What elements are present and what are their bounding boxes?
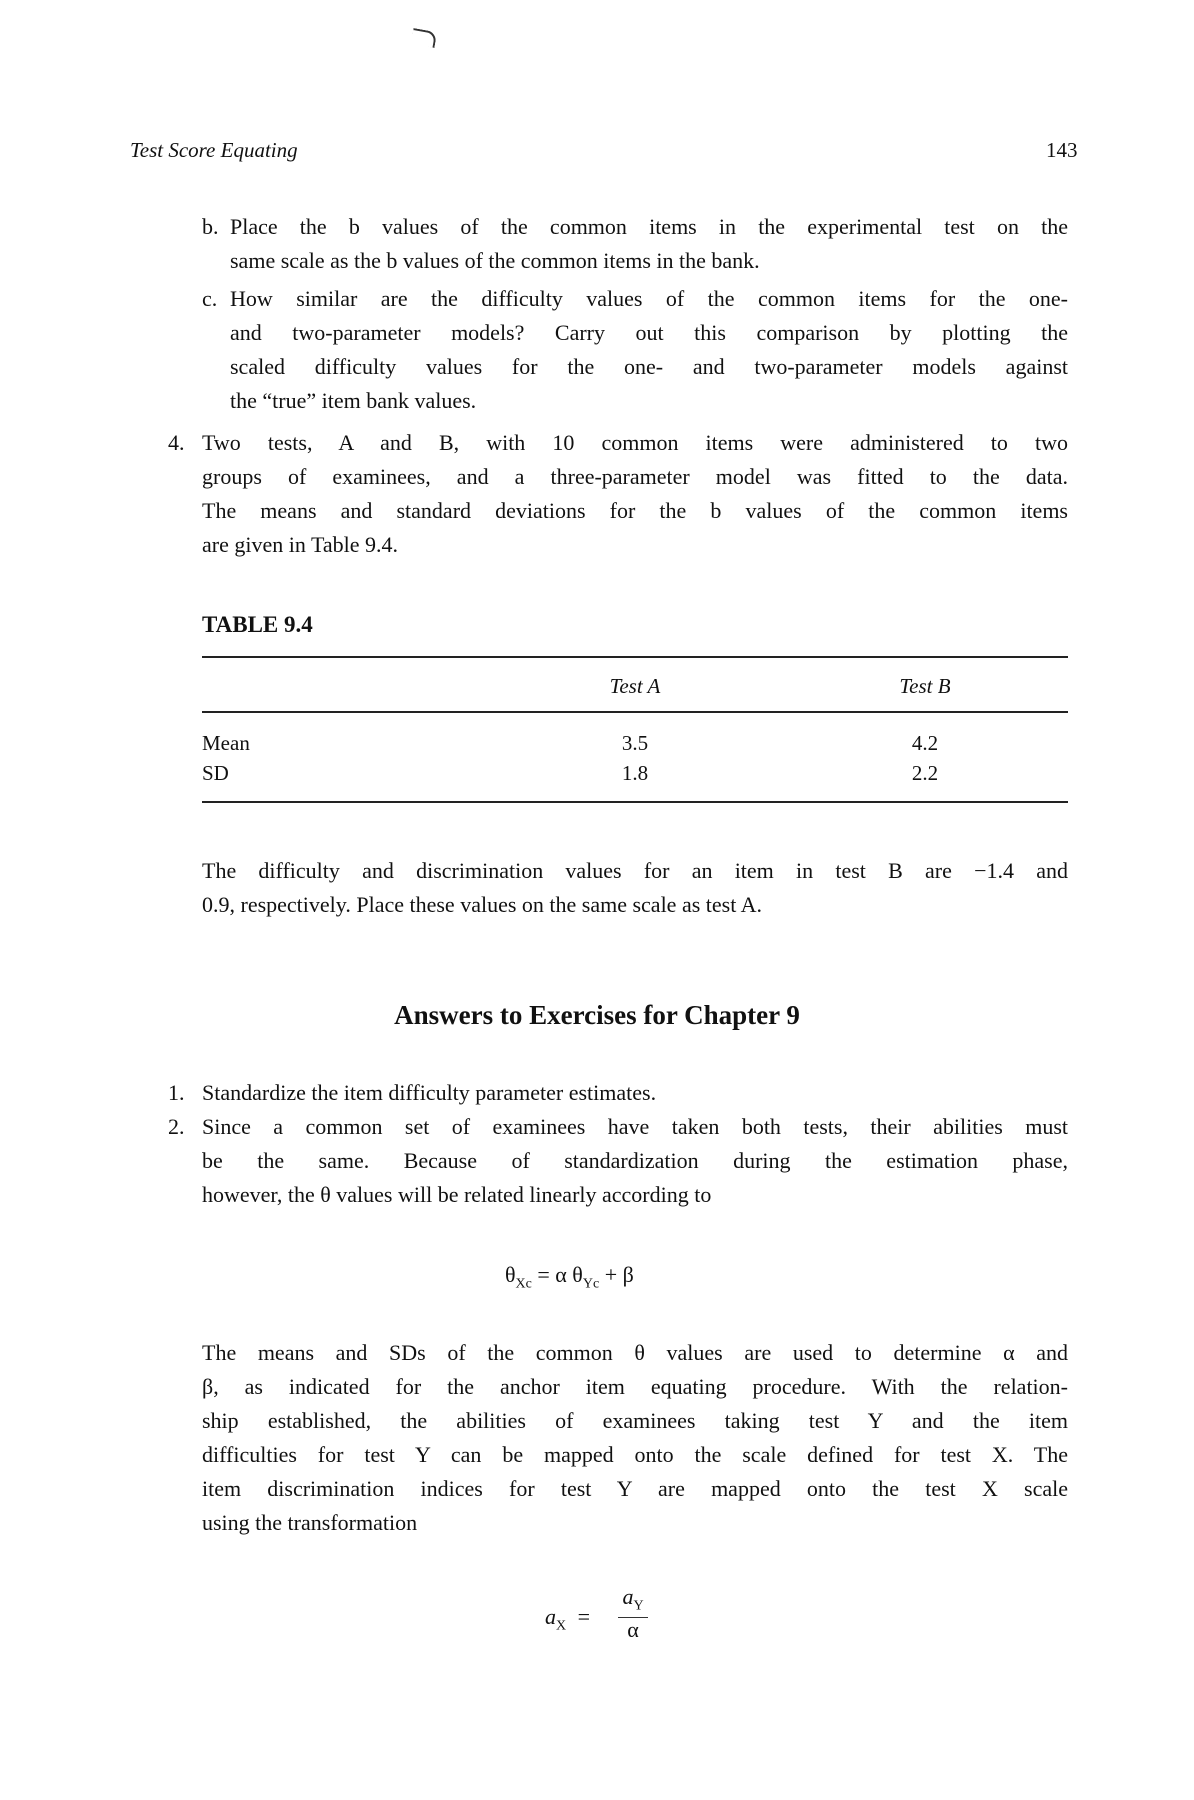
text-line: The difficulty and discrimination values… xyxy=(202,858,1068,883)
cell-mean-test-a: 3.5 xyxy=(621,731,649,755)
stray-pen-mark xyxy=(410,28,438,48)
text-line: difficulties for test Y can be mapped on… xyxy=(202,1442,1068,1467)
answer-1-label: 1. xyxy=(168,1080,185,1105)
column-header-test-a: Test A xyxy=(609,674,661,698)
eq2-numerator-sub: Y xyxy=(633,1598,644,1614)
table-title: TABLE 9.4 xyxy=(202,612,313,637)
item-b-label: b. xyxy=(202,214,219,239)
equation-discrimination: aX = xyxy=(545,1604,596,1634)
answer-2-label: 2. xyxy=(168,1114,185,1139)
text-line: item discrimination indices for test Y a… xyxy=(202,1476,1068,1501)
text-line: Standardize the item difficulty paramete… xyxy=(202,1080,657,1105)
text-line: Since a common set of examinees have tak… xyxy=(202,1114,1068,1139)
equation-theta-linear: θXc = α θYc + β xyxy=(505,1262,634,1292)
eq2-denominator: α xyxy=(627,1617,639,1643)
text-line: and two-parameter models? Carry out this… xyxy=(230,320,1068,345)
item-4-label: 4. xyxy=(168,430,185,455)
eq-rhs: + β xyxy=(599,1262,634,1287)
cell-sd-test-a: 1.8 xyxy=(621,761,649,785)
text-line: β, as indicated for the anchor item equa… xyxy=(202,1374,1068,1399)
text-line: using the transformation xyxy=(202,1510,418,1535)
running-title: Test Score Equating xyxy=(130,138,298,162)
text-line: however, the θ values will be related li… xyxy=(202,1182,712,1207)
text-line: The means and SDs of the common θ values… xyxy=(202,1340,1068,1365)
text-line: are given in Table 9.4. xyxy=(202,532,398,557)
text-line: The means and standard deviations for th… xyxy=(202,498,1068,523)
text-line: 0.9, respectively. Place these values on… xyxy=(202,892,763,917)
eq-mid-sub: Yc xyxy=(582,1276,600,1292)
eq2-lhs-sub: X xyxy=(556,1618,567,1634)
text-line: scaled difficulty values for the one- an… xyxy=(230,354,1068,379)
text-line: be the same. Because of standardization … xyxy=(202,1148,1068,1173)
row-label-mean: Mean xyxy=(202,731,250,755)
text-line: ship established, the abilities of exami… xyxy=(202,1408,1068,1433)
item-c-label: c. xyxy=(202,286,218,311)
section-heading: Answers to Exercises for Chapter 9 xyxy=(394,1000,800,1030)
row-label-sd: SD xyxy=(202,761,229,785)
text-line: groups of examinees, and a three-paramet… xyxy=(202,464,1068,489)
cell-sd-test-b: 2.2 xyxy=(911,761,939,785)
eq2-lhs: a xyxy=(545,1604,556,1629)
eq2-equals: = xyxy=(577,1604,591,1629)
eq2-fraction: aY α xyxy=(618,1586,648,1642)
eq-lhs: θ xyxy=(505,1262,516,1287)
text-line: Place the b values of the common items i… xyxy=(230,214,1068,239)
eq-mid: = α θ xyxy=(531,1262,583,1287)
text-line: same scale as the b values of the common… xyxy=(230,248,760,273)
text-line: Two tests, A and B, with 10 common items… xyxy=(202,430,1068,455)
text-line: How similar are the difficulty values of… xyxy=(230,286,1068,311)
eq-lhs-sub: Xc xyxy=(515,1276,532,1292)
column-header-test-b: Test B xyxy=(899,674,951,698)
page-number: 143 xyxy=(1046,138,1078,162)
cell-mean-test-b: 4.2 xyxy=(911,731,939,755)
table-top-rule xyxy=(202,656,1068,658)
eq2-numerator: a xyxy=(622,1584,634,1609)
table-header-rule xyxy=(202,711,1068,713)
table-bottom-rule xyxy=(202,801,1068,803)
text-line: the “true” item bank values. xyxy=(230,388,477,413)
